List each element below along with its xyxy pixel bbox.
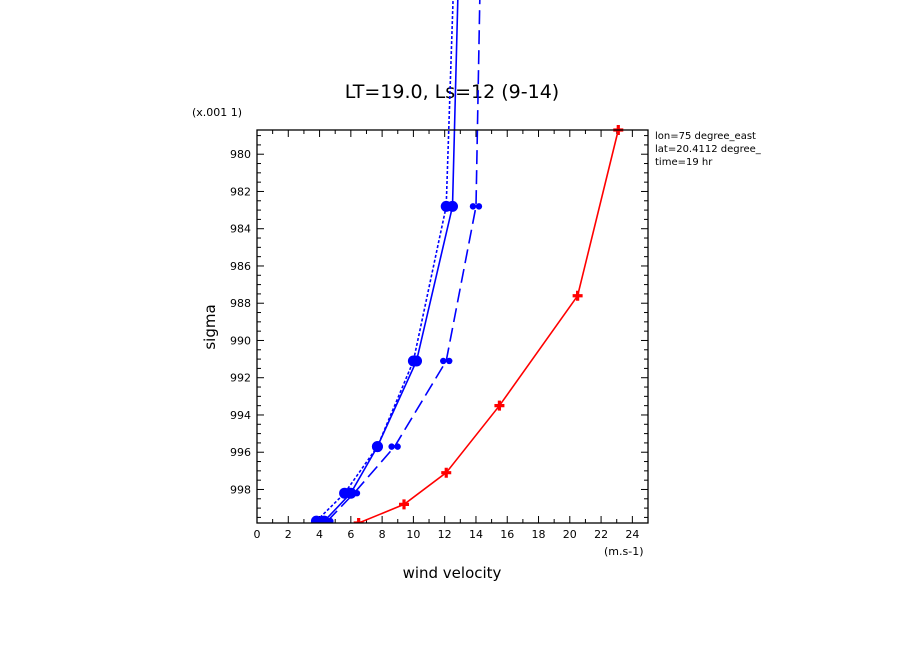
series-3 (321, 0, 483, 523)
y-tick-label: 992 (230, 372, 251, 385)
plot-frame (256, 129, 649, 524)
info-line-time: time=19 hr (655, 157, 713, 168)
y-tick-label: 988 (230, 297, 251, 310)
x-tick-label: 18 (532, 528, 546, 541)
data-point (441, 467, 452, 478)
y-axis-label: sigma (201, 304, 219, 349)
x-tick-label: 14 (469, 528, 483, 541)
data-point (327, 517, 334, 523)
data-point (440, 357, 447, 365)
data-point (446, 357, 453, 365)
series-line (326, 0, 481, 522)
series-line (315, 0, 454, 522)
data-point (572, 290, 583, 301)
y-tick-label: 998 (230, 483, 251, 496)
y-tick-label: 990 (230, 334, 251, 347)
y-tick-label: 982 (230, 185, 251, 198)
series-line (323, 0, 459, 522)
series-line (358, 129, 620, 523)
series-1 (310, 0, 454, 523)
data-point (411, 355, 423, 367)
y-tick-label: 980 (230, 148, 251, 161)
x-tick-label: 16 (500, 528, 514, 541)
data-point (399, 499, 410, 510)
data-point (347, 489, 355, 497)
data-point (388, 443, 395, 450)
y-tick-label: 994 (230, 409, 251, 422)
x-tick-label: 20 (563, 528, 577, 541)
series-layer (310, 0, 624, 523)
info-line-lon: lon=75 degree_east (655, 131, 756, 142)
data-point (394, 443, 401, 450)
data-point (371, 441, 383, 453)
y-tick-label: 996 (230, 446, 251, 459)
x-tick-label: 0 (254, 528, 261, 541)
data-point (494, 400, 505, 411)
x-tick-label: 10 (406, 528, 420, 541)
x-axis-label: wind velocity (403, 564, 502, 582)
data-point (447, 200, 458, 212)
data-point (353, 518, 364, 523)
y-tick-label: 984 (230, 223, 251, 236)
x-tick-label: 12 (438, 528, 452, 541)
data-point (321, 517, 328, 523)
x-unit-label: (m.s-1) (604, 545, 644, 558)
info-block: lon=75 degree_east lat=20.4112 degree_ t… (655, 131, 762, 168)
data-point (353, 489, 361, 497)
y-tick-label: 986 (230, 260, 251, 273)
x-tick-label: 24 (625, 528, 639, 541)
axes: 0 2 4 6 8 10 12 14 16 18 20 22 249809829849869889909… (230, 130, 649, 541)
x-tick-label: 22 (594, 528, 608, 541)
series-4 (353, 125, 624, 523)
x-tick-label: 4 (316, 528, 323, 541)
x-tick-label: 6 (347, 528, 354, 541)
data-point (475, 203, 483, 210)
data-point (469, 203, 477, 210)
x-tick-label: 8 (379, 528, 386, 541)
chart-title: LT=19.0, Ls=12 (9-14) (345, 81, 559, 103)
info-line-lat: lat=20.4112 degree_ (655, 144, 762, 155)
x-tick-label: 2 (285, 528, 292, 541)
y-unit-label: (x.001 1) (192, 106, 242, 119)
